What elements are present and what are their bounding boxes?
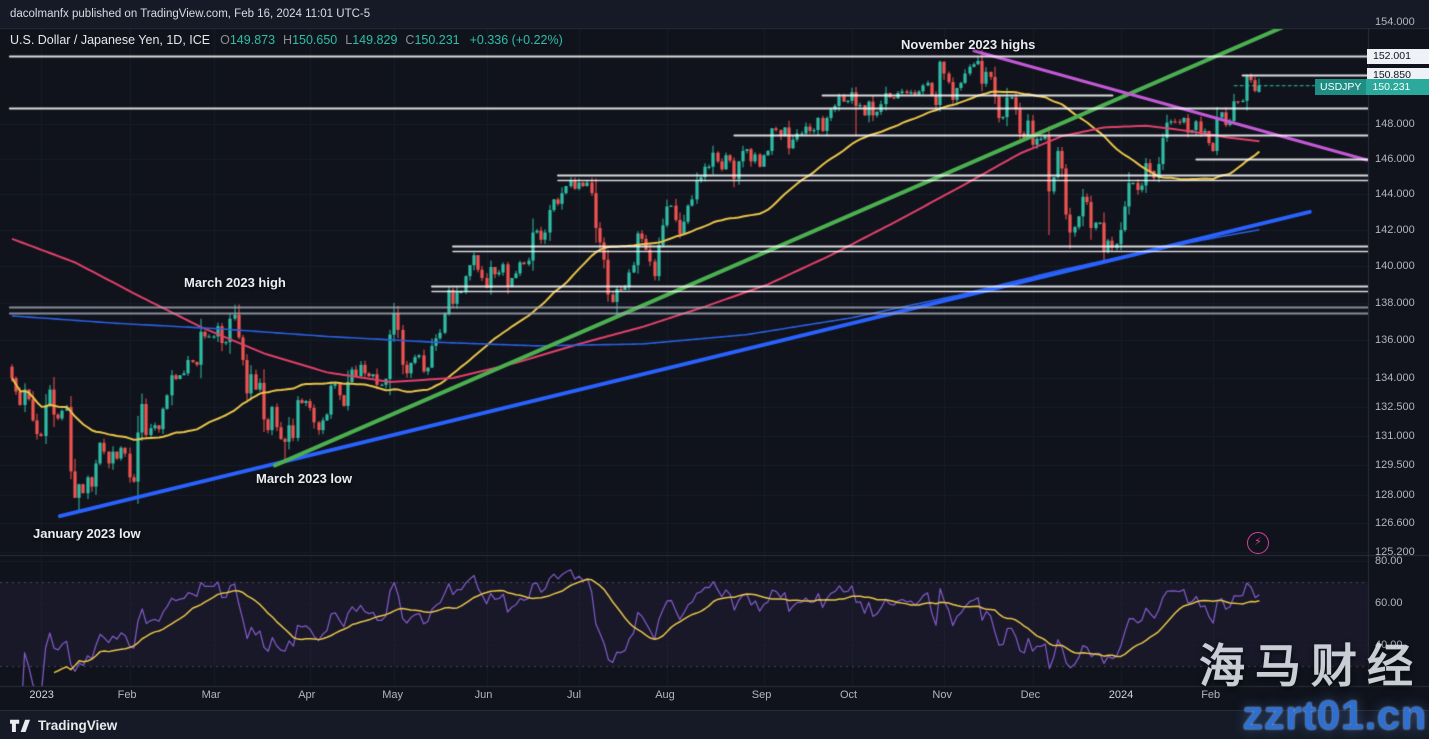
last-price-badge-value: 150.231 bbox=[1366, 78, 1429, 95]
price-label-131.000: 131.000 bbox=[1375, 429, 1415, 442]
publish-line: dacolmanfx published on TradingView.com,… bbox=[10, 8, 371, 20]
time-label-dec: Dec bbox=[1020, 689, 1041, 701]
price-label-128.000: 128.000 bbox=[1375, 489, 1415, 502]
price-label-129.500: 129.500 bbox=[1375, 459, 1415, 472]
price-label-148.000: 148.000 bbox=[1375, 118, 1415, 130]
annotation-january-2023-low: January 2023 low bbox=[33, 526, 141, 541]
last-price-badge-symbol: USDJPY bbox=[1315, 78, 1367, 95]
watermark-site: zzrt01.cn bbox=[1242, 692, 1427, 738]
price-label-140.000: 140.000 bbox=[1375, 260, 1415, 273]
publish-bar: dacolmanfx published on TradingView.com,… bbox=[0, 0, 1429, 28]
level-badge-152001: 152.001 bbox=[1367, 48, 1429, 64]
ohlc-h: H150.650 bbox=[283, 33, 338, 47]
time-label-2024: 2024 bbox=[1108, 689, 1134, 701]
ohlc-values: O149.873 H150.650 L149.829 C150.231 bbox=[220, 33, 460, 47]
ohlc-o: O149.873 bbox=[220, 33, 276, 47]
annotation-march-2023-low: March 2023 low bbox=[256, 471, 353, 486]
rsi-label-60.00: 60.00 bbox=[1375, 597, 1403, 609]
time-label-may: May bbox=[382, 689, 403, 701]
price-label-146.000: 146.000 bbox=[1375, 152, 1415, 165]
time-label-jun: Jun bbox=[474, 689, 493, 701]
tradingview-logo-icon[interactable] bbox=[10, 718, 31, 732]
time-label-2023: 2023 bbox=[29, 689, 54, 701]
price-label-142.000: 142.000 bbox=[1375, 223, 1415, 236]
price-label-125.200: 125.200 bbox=[1375, 545, 1415, 558]
time-label-oct: Oct bbox=[840, 689, 858, 701]
ohlc-c: C150.231 bbox=[405, 33, 460, 47]
ohlc-l: L149.829 bbox=[345, 33, 398, 47]
time-label-apr: Apr bbox=[298, 689, 316, 701]
time-label-jul: Jul bbox=[567, 689, 582, 701]
time-label-aug: Aug bbox=[655, 689, 675, 701]
price-label-144.000: 144.000 bbox=[1375, 188, 1415, 201]
footer-bar: TradingView bbox=[0, 710, 1429, 739]
time-axis[interactable]: 2023 Feb Mar Apr May Jun Jul Aug Sep Oct Nov Dec 202… bbox=[0, 689, 1368, 705]
price-label-138.000: 138.000 bbox=[1375, 296, 1415, 309]
symbol-legend: U.S. Dollar / Japanese Yen, 1D, ICE O149… bbox=[10, 33, 563, 47]
time-label-nov: Nov bbox=[932, 689, 952, 701]
watermark-cjk: 海马财经 bbox=[1199, 640, 1423, 692]
annotation-march-2023-high: March 2023 high bbox=[184, 275, 286, 290]
time-label-sep: Sep bbox=[751, 689, 772, 701]
time-label-feb: Feb bbox=[1201, 689, 1221, 701]
time-label-mar: Mar bbox=[201, 689, 221, 701]
rsi-label-80.00: 80.00 bbox=[1375, 555, 1403, 567]
price-change: +0.336 (+0.22%) bbox=[469, 33, 563, 47]
price-axis[interactable]: 154.000 148.000 146.000 144.000 142.000 140.0… bbox=[1369, 0, 1429, 686]
last-price-badge: USDJPY 150.231 bbox=[1315, 78, 1429, 95]
tradingview-wordmark[interactable]: TradingView bbox=[38, 717, 118, 733]
annotation-november-2023-highs: November 2023 highs bbox=[901, 37, 1036, 52]
price-label-132.500: 132.500 bbox=[1375, 400, 1415, 413]
boost-flash-icon[interactable]: ⚡ bbox=[1247, 532, 1269, 554]
price-label-154.000: 154.000 bbox=[1375, 16, 1415, 29]
price-label-126.600: 126.600 bbox=[1375, 517, 1415, 530]
rsi-label-40.00: 40.00 bbox=[1375, 639, 1403, 651]
symbol-description: U.S. Dollar / Japanese Yen, 1D, ICE bbox=[10, 33, 211, 47]
price-label-136.000: 136.000 bbox=[1375, 334, 1415, 347]
time-label-feb: Feb bbox=[117, 689, 137, 701]
price-label-134.000: 134.000 bbox=[1375, 372, 1415, 385]
